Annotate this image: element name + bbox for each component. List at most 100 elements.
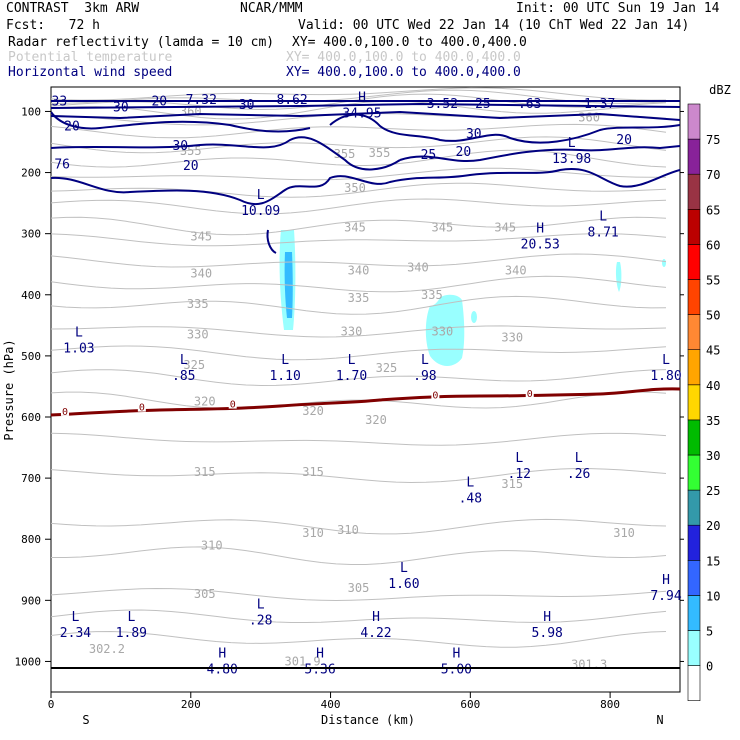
- theta-label: 305: [194, 587, 216, 601]
- wind-label: 30: [172, 139, 188, 154]
- zero-label-bg: [525, 387, 534, 399]
- wind-contour-jet: [51, 100, 680, 121]
- theta-contour: [51, 87, 667, 101]
- theta-label: 340: [407, 260, 429, 274]
- theta-label: 315: [194, 465, 216, 479]
- theta-contour: [51, 325, 667, 338]
- theta-contour: [51, 546, 667, 565]
- extremum-value: 20.53: [521, 238, 560, 253]
- zero-contour-label: 0: [139, 403, 145, 414]
- extremum-letter: H: [452, 646, 460, 661]
- wind-label: 30: [466, 127, 482, 142]
- extremum-value: .12: [508, 467, 531, 482]
- plot-frame: [50, 86, 681, 693]
- header-line2-right: Valid: 00 UTC Wed 22 Jan 14 (10 ChT Wed …: [298, 18, 690, 33]
- extremum-letter: L: [257, 598, 265, 613]
- theta-contour: [51, 609, 667, 623]
- y-tick-label: 800: [21, 533, 41, 546]
- theta-contour: [51, 391, 667, 410]
- extremum-value: 8.71: [587, 226, 618, 241]
- x-tick-label: 200: [181, 698, 201, 711]
- wind-label: 20: [64, 120, 80, 135]
- colorbar-swatch: [687, 138, 701, 175]
- x-tick-label: 400: [321, 698, 341, 711]
- colorbar-swatch: [687, 595, 701, 631]
- colorbar-swatch: [687, 209, 701, 245]
- theta-contour: [51, 167, 666, 181]
- colorbar-swatch: [687, 559, 701, 596]
- theta-contour: [51, 295, 667, 315]
- colorbar-swatch: [687, 173, 701, 210]
- extremum-letter: H: [218, 646, 226, 661]
- extremum-value: 10.09: [241, 204, 280, 219]
- theta-label: 345: [432, 221, 454, 235]
- theta-label: 340: [505, 263, 527, 277]
- colorbar-label: 20: [706, 519, 720, 533]
- theta-contour: [51, 198, 667, 215]
- colorbar-swatch: [687, 665, 701, 701]
- wind-label: 3.52: [427, 97, 458, 112]
- x-tick-label: 600: [460, 698, 480, 711]
- theta-label: 315: [302, 465, 324, 479]
- zero-contour-labels: 0 0 0 0 0: [60, 387, 534, 418]
- wind-label: 7.32: [186, 93, 217, 108]
- theta-label: 355: [334, 147, 356, 161]
- echo-cell-2: [425, 294, 465, 366]
- theta-contour: [51, 100, 667, 120]
- wind-contour-20-lower: [51, 168, 680, 206]
- extremum-letter: L: [72, 610, 80, 625]
- theta-label: 335: [187, 297, 209, 311]
- y-tick-label: 900: [21, 594, 41, 607]
- extremum-letter: H: [316, 646, 324, 661]
- extremum-value: 13.98: [552, 152, 591, 167]
- extremum-letter: L: [348, 353, 356, 368]
- extremum-value: 4.80: [207, 662, 238, 677]
- extremum-value: 5.98: [532, 626, 563, 641]
- y-tick-label: 500: [21, 350, 41, 363]
- theta-label: 310: [613, 526, 635, 540]
- x-tick-label: 800: [600, 698, 620, 711]
- extremum-letter: L: [281, 353, 289, 368]
- theta-label: 320: [302, 404, 324, 418]
- extremum-letter: L: [75, 326, 83, 341]
- zero-contour-label: 0: [62, 407, 68, 418]
- extremum-value: .26: [567, 467, 590, 482]
- extremum-letter: L: [466, 475, 474, 490]
- colorbar-label: 70: [706, 168, 720, 182]
- wind-label: .63: [518, 97, 541, 112]
- wind-label: 20: [183, 159, 199, 174]
- wind-contours: [51, 100, 680, 254]
- extremum-value: 1.60: [388, 577, 419, 592]
- header-line2-left: Fcst: 72 h: [6, 18, 100, 33]
- extremum-value: 1.10: [269, 369, 300, 384]
- x-tick-label: 0: [48, 698, 55, 711]
- theta-contour: [51, 432, 667, 446]
- wind-label: 33: [52, 94, 68, 109]
- y-tick-label: 1000: [15, 655, 42, 668]
- theta-contour: [51, 136, 667, 154]
- extremum-value: 1.80: [650, 369, 681, 384]
- extremum-value: 34.95: [342, 106, 381, 121]
- theta-label: 301.3: [571, 658, 607, 672]
- wind-label: 20: [616, 133, 632, 148]
- theta-contour: [51, 93, 667, 111]
- colorbar-label: 40: [706, 379, 720, 393]
- colorbar-label: 75: [706, 133, 720, 147]
- extremum-value: 7.94: [650, 589, 681, 604]
- theta-contour: [51, 518, 667, 535]
- colorbar-swatch: [687, 314, 701, 351]
- theta-label: 355: [369, 146, 391, 160]
- extremum-letter: L: [575, 451, 583, 466]
- theta-contour: [51, 149, 667, 168]
- wind-label: 20: [151, 94, 167, 109]
- extremum-letter: H: [358, 90, 366, 105]
- colorbar-swatch: [687, 524, 701, 561]
- extremum-value: .85: [172, 369, 195, 384]
- extremum-value: 2.34: [60, 626, 91, 641]
- theta-label: 340: [190, 266, 212, 280]
- extremum-value: 5.36: [304, 662, 335, 677]
- field-label-reflectivity: Radar reflectivity (lamda = 10 cm): [8, 35, 275, 50]
- field-label-theta: Potential temperature: [8, 50, 173, 65]
